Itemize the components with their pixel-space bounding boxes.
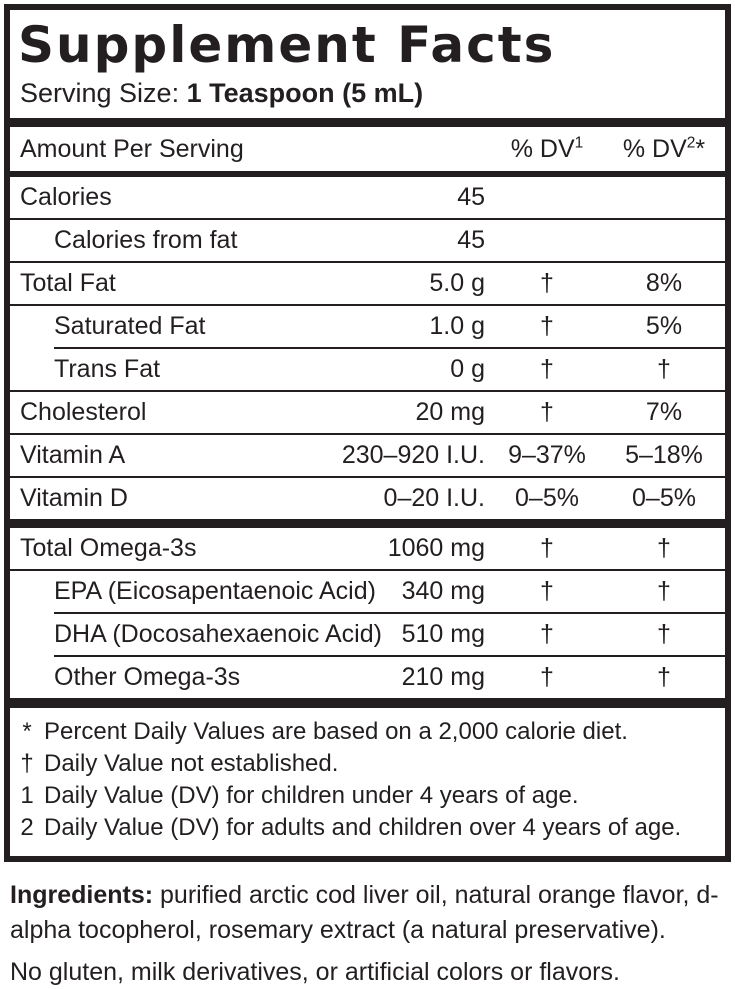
footnote-dagger: † Daily Value not established. [20,750,339,777]
row-divider [10,433,725,435]
footnote-2: 2 Daily Value (DV) for adults and childr… [20,814,682,841]
table-row-calories-from-fat: Calories from fat 45 [54,226,485,254]
table-row-vitamin-a: Vitamin A 230–920 I.U. 9–37% 5–18% [20,441,703,469]
table-row-total-fat: Total Fat 5.0 g † 8% [20,269,683,297]
table-row-saturated-fat: Saturated Fat 1.0 g † 5% [54,312,683,340]
allergen-note: No gluten, milk derivatives, or artifici… [10,958,620,986]
row-divider [10,218,725,220]
footnotes: * Percent Daily Values are based on a 2,… [10,708,725,856]
table-row-dha: DHA (Docosahexaenoic Acid) 510 mg † † [54,620,671,648]
page-title: Supplement Facts [18,16,556,74]
ingredients-text: purified arctic cod liver oil, natural o… [10,881,719,944]
row-divider [10,569,725,571]
row-divider [10,304,725,306]
thick-divider [10,519,725,528]
medium-divider [10,171,725,177]
thick-divider [10,698,725,708]
table-row-other-omega-3s: Other Omega-3s 210 mg † † [54,663,671,691]
footnote-1: 1 Daily Value (DV) for children under 4 … [20,782,579,809]
row-divider [10,476,725,478]
table-row-trans-fat: Trans Fat 0 g † † [54,355,671,383]
row-divider [10,261,725,263]
dv2-header: % DV2* [622,134,706,163]
table-row-calories: Calories 45 [20,183,485,211]
table-row-vitamin-d: Vitamin D 0–20 I.U. 0–5% 0–5% [20,484,696,512]
row-divider-indented [54,347,725,349]
dv1-header: % DV1 [510,134,584,163]
table-header-row: Amount Per Serving % DV1 % DV2* [10,127,725,171]
row-divider-indented [54,612,725,614]
ingredients-label: Ingredients: [10,881,154,909]
serving-size-label: Serving Size: [20,78,180,108]
thick-divider [10,118,725,127]
table-row-epa: EPA (Eicosapentaenoic Acid) 340 mg † † [54,577,671,605]
ingredients-paragraph: Ingredients: purified arctic cod liver o… [0,862,735,948]
supplement-facts-panel: Supplement Facts Serving Size: 1 Teaspoo… [4,4,731,862]
table-row-total-omega-3s: Total Omega-3s 1060 mg † † [20,534,671,562]
row-divider-indented [54,655,725,657]
amount-per-serving-header: Amount Per Serving [20,134,244,163]
row-divider [10,390,725,392]
serving-size-value: 1 Teaspoon (5 mL) [186,78,424,108]
serving-size-line: Serving Size: 1 Teaspoon (5 mL) [10,72,725,118]
table-row-cholesterol: Cholesterol 20 mg † 7% [20,398,683,426]
footnote-asterisk: * Percent Daily Values are based on a 2,… [22,718,628,745]
